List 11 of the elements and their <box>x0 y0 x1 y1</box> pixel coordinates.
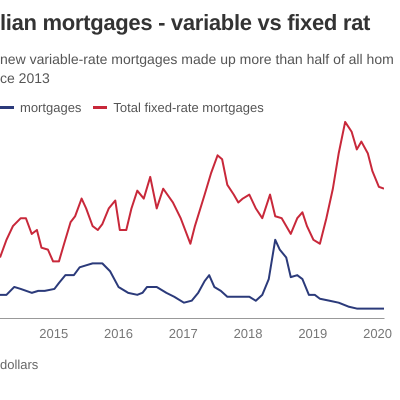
x-tick-label: 2019 <box>298 326 328 341</box>
x-tick-label: 2017 <box>168 326 198 341</box>
x-tick-label: 2020 <box>363 326 392 341</box>
text: dollars <box>0 357 38 372</box>
legend-label: mortgages <box>19 100 82 115</box>
x-tick-label: 2018 <box>234 326 262 341</box>
x-tick-label: 2015 <box>39 326 68 341</box>
x-tick-label: 2016 <box>104 326 133 341</box>
legend-label: Total fixed-rate mortgages <box>112 100 264 115</box>
chart-subtitle: new variable-rate mortgages made up more than half of all hom ce 2013 <box>0 50 394 88</box>
chart-title: lian mortgages - variable vs fixed rat <box>0 10 370 36</box>
